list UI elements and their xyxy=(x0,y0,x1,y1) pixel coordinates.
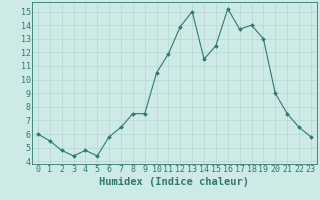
X-axis label: Humidex (Indice chaleur): Humidex (Indice chaleur) xyxy=(100,177,249,187)
